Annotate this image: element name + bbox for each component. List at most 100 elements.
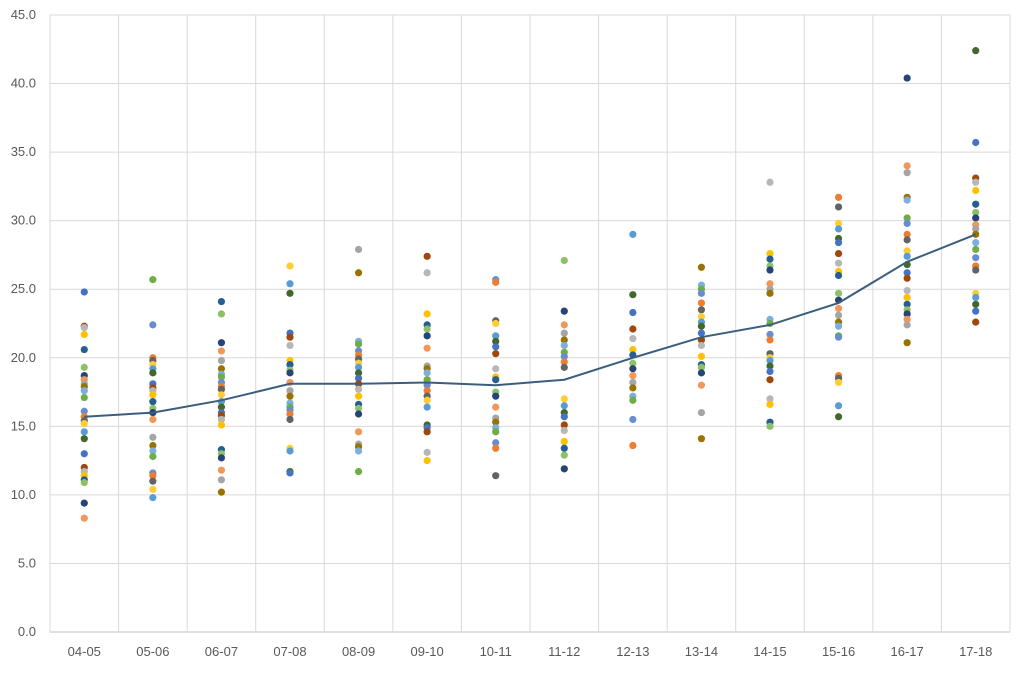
scatter-point: [492, 319, 500, 328]
scatter-point: [972, 138, 980, 147]
scatter-point: [697, 352, 706, 361]
scatter-point: [629, 365, 637, 373]
scatter-point: [903, 269, 911, 277]
scatter-point: [149, 369, 157, 377]
scatter-point: [972, 307, 980, 315]
scatter-point: [80, 435, 88, 443]
x-tick-label: 10-11: [480, 644, 512, 659]
y-tick-label: 45.0: [11, 7, 36, 22]
x-tick-label: 09-10: [411, 644, 444, 659]
scatter-point: [423, 457, 431, 465]
scatter-point: [834, 271, 843, 280]
scatter-point: [629, 384, 637, 392]
y-tick-label: 35.0: [11, 144, 36, 159]
scatter-point: [286, 410, 294, 418]
scatter-point: [834, 333, 843, 341]
scatter-point: [903, 196, 911, 204]
scatter-point: [834, 304, 843, 313]
scatter-point: [697, 299, 706, 307]
scatter-point: [149, 441, 157, 450]
scatter-point: [423, 252, 431, 260]
scatter-point: [560, 426, 568, 435]
scatter-point: [149, 398, 157, 406]
scatter-point: [629, 359, 637, 367]
scatter-point: [423, 403, 431, 411]
scatter-point: [766, 249, 774, 258]
scatter-point: [217, 365, 226, 373]
scatter-point: [217, 421, 226, 429]
x-tick-label: 11-12: [548, 644, 580, 659]
scatter-point: [423, 369, 431, 377]
scatter-point: [560, 451, 568, 459]
scatter-point: [286, 387, 294, 395]
scatter-point: [560, 402, 568, 410]
scatter-point: [697, 313, 706, 321]
scatter-point: [80, 288, 88, 296]
scatter-point: [492, 278, 500, 286]
scatter-point: [766, 356, 774, 365]
scatter-point: [217, 347, 226, 355]
scatter-point: [354, 369, 363, 377]
scatter-point: [560, 421, 568, 429]
scatter-point: [423, 428, 431, 436]
scatter-point: [766, 376, 774, 384]
y-tick-label: 40.0: [11, 76, 36, 91]
scatter-point: [629, 345, 637, 354]
scatter-point: [766, 362, 774, 370]
scatter-point: [80, 387, 88, 395]
scatter-point: [286, 262, 294, 270]
scatter-point: [423, 325, 431, 333]
scatter-point: [217, 385, 226, 393]
scatter-point: [217, 310, 226, 318]
scatter-point: [423, 344, 431, 352]
scatter-point: [834, 219, 843, 228]
scatter-point: [80, 363, 88, 371]
scatter-point: [972, 318, 980, 326]
x-tick-label: 14-15: [753, 644, 786, 659]
scatter-point: [697, 435, 706, 443]
scatter-point: [286, 280, 294, 288]
scatter-point: [354, 428, 363, 436]
scatter-point: [903, 286, 911, 295]
scatter-point: [766, 266, 774, 274]
scatter-point: [423, 387, 431, 395]
scatter-point: [903, 274, 911, 282]
scatter-point: [354, 392, 363, 400]
scatter-point: [560, 358, 568, 366]
scatter-point: [629, 396, 637, 404]
x-tick-label: 08-09: [342, 644, 375, 659]
scatter-point: [972, 266, 980, 274]
scatter-point: [149, 321, 157, 329]
scatter-points: [80, 47, 980, 522]
scatter-point: [834, 239, 843, 247]
scatter-point: [286, 333, 294, 341]
scatter-point: [972, 300, 980, 308]
scatter-point: [560, 352, 568, 361]
x-tick-label: 16-17: [891, 644, 924, 659]
average-line-layer: [84, 233, 977, 418]
scatter-point: [354, 269, 363, 277]
scatter-point: [354, 374, 363, 382]
scatter-point: [834, 225, 843, 233]
scatter-point: [80, 478, 88, 487]
average-line: [84, 233, 977, 418]
scatter-point: [697, 322, 706, 330]
scatter-point: [903, 230, 911, 238]
scatter-point: [80, 419, 88, 428]
scatter-point: [217, 356, 226, 365]
x-axis-tick-labels: 04-05 05-06 06-07 07-08 08-09 09-10 10-11 11-12…: [68, 644, 993, 659]
y-axis-tick-labels: 0.0 5.0 10.0 15.0 20.0 25.0 30.0 35.0 40.0 45.0: [11, 7, 36, 639]
scatter-point: [972, 47, 980, 55]
scatter-point: [149, 494, 157, 502]
scatter-point: [972, 178, 980, 186]
x-tick-label: 06-07: [205, 644, 238, 659]
x-tick-label: 07-08: [273, 644, 306, 659]
scatter-point: [766, 395, 774, 403]
scatter-point: [80, 499, 88, 507]
scatter-point: [492, 337, 500, 345]
scatter-point: [492, 439, 500, 447]
scatter-point: [834, 311, 843, 319]
scatter-point: [560, 413, 568, 421]
scatter-point: [560, 444, 568, 452]
scatter-point: [972, 245, 980, 254]
